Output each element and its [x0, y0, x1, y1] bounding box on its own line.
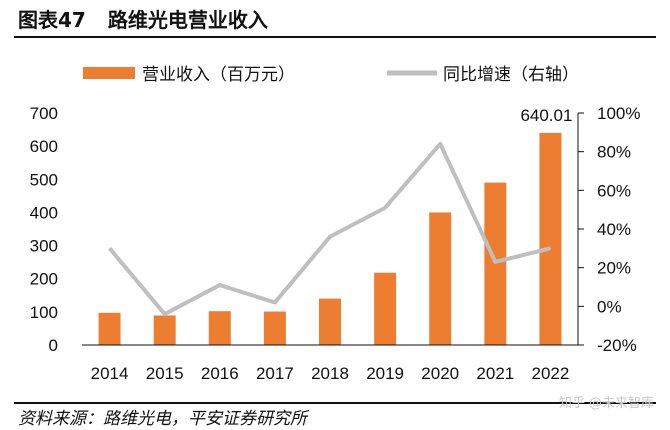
x-tick-label: 2021: [476, 364, 514, 383]
bars: [98, 132, 562, 345]
y-left-tick-label: 700: [30, 104, 58, 123]
bar-2020: [429, 212, 452, 345]
growth-point-2014: [109, 247, 111, 249]
y-right-tick-label: 20%: [597, 259, 631, 278]
growth-point-2016: [219, 284, 221, 286]
y-left-tick-label: 0: [49, 336, 58, 355]
x-tick-label: 2020: [421, 364, 459, 383]
x-tick-label: 2017: [256, 364, 294, 383]
legend-label-revenue: 营业收入（百万元）: [142, 65, 295, 85]
figure-label: 图表47: [18, 7, 86, 32]
source-note: 资料来源：路维光电，平安证券研究所: [18, 409, 307, 429]
y-right-tick-label: 40%: [597, 220, 631, 239]
legend-swatch-revenue: [83, 67, 135, 79]
y-right-tick-label: 100%: [597, 104, 640, 123]
bar-2017: [263, 311, 286, 345]
y-right-tick-label: 80%: [597, 143, 631, 162]
y-right-tick-label: 0%: [597, 297, 622, 316]
growth-point-2018: [329, 236, 331, 238]
bar-2019: [374, 272, 397, 345]
bar-2015: [153, 315, 176, 345]
left-axis: 0 100 200 300 400 500 600 700: [30, 104, 58, 355]
growth-point-2017: [274, 301, 276, 303]
title-row: 图表47 路维光电营业收入: [18, 4, 268, 32]
y-left-tick-label: 500: [30, 170, 58, 189]
chart-title: 路维光电营业收入: [107, 7, 268, 32]
x-tick-label: 2015: [146, 364, 184, 383]
bar-2014: [98, 312, 121, 345]
y-left-tick-label: 400: [30, 203, 58, 222]
x-tick-label: 2018: [311, 364, 349, 383]
right-axis: -20% 0% 20% 40% 60% 80% 100%: [577, 104, 640, 355]
watermark: 知乎 @未来智库: [558, 396, 654, 411]
x-axis: 2014 2015 2016 2017 2018 2019 2020 2021 2022: [82, 344, 578, 383]
bar-2018: [319, 298, 341, 345]
top-rule: [14, 36, 656, 38]
x-tick-label: 2014: [91, 364, 129, 383]
data-label-2022: 640.01: [520, 106, 572, 125]
bar-2022: [539, 132, 562, 345]
growth-point-2022: [549, 247, 551, 249]
data-labels: 640.01: [520, 106, 572, 125]
bar-2016: [208, 311, 231, 345]
y-left-tick-label: 600: [30, 137, 58, 156]
x-tick-label: 2019: [366, 364, 404, 383]
growth-point-2020: [439, 143, 441, 145]
bottom-rule: [14, 402, 656, 404]
legend-label-growth: 同比增速（右轴）: [443, 65, 579, 85]
y-left-tick-label: 300: [30, 237, 58, 256]
x-tick-label: 2022: [532, 364, 570, 383]
legend: 营业收入（百万元） 同比增速（右轴）: [83, 65, 579, 85]
y-right-tick-label: -20%: [597, 336, 637, 355]
x-tick-label: 2016: [201, 364, 239, 383]
growth-points: [109, 143, 551, 315]
growth-line: [108, 141, 551, 317]
chart: 营业收入（百万元） 同比增速（右轴） 0 100 200 300 400 500 600 70…: [30, 65, 641, 383]
growth-point-2019: [384, 207, 386, 209]
y-left-tick-label: 200: [30, 270, 58, 289]
growth-point-2015: [164, 313, 166, 315]
growth-point-2021: [494, 261, 496, 263]
y-right-tick-label: 60%: [597, 181, 631, 200]
y-left-tick-label: 100: [30, 303, 58, 322]
